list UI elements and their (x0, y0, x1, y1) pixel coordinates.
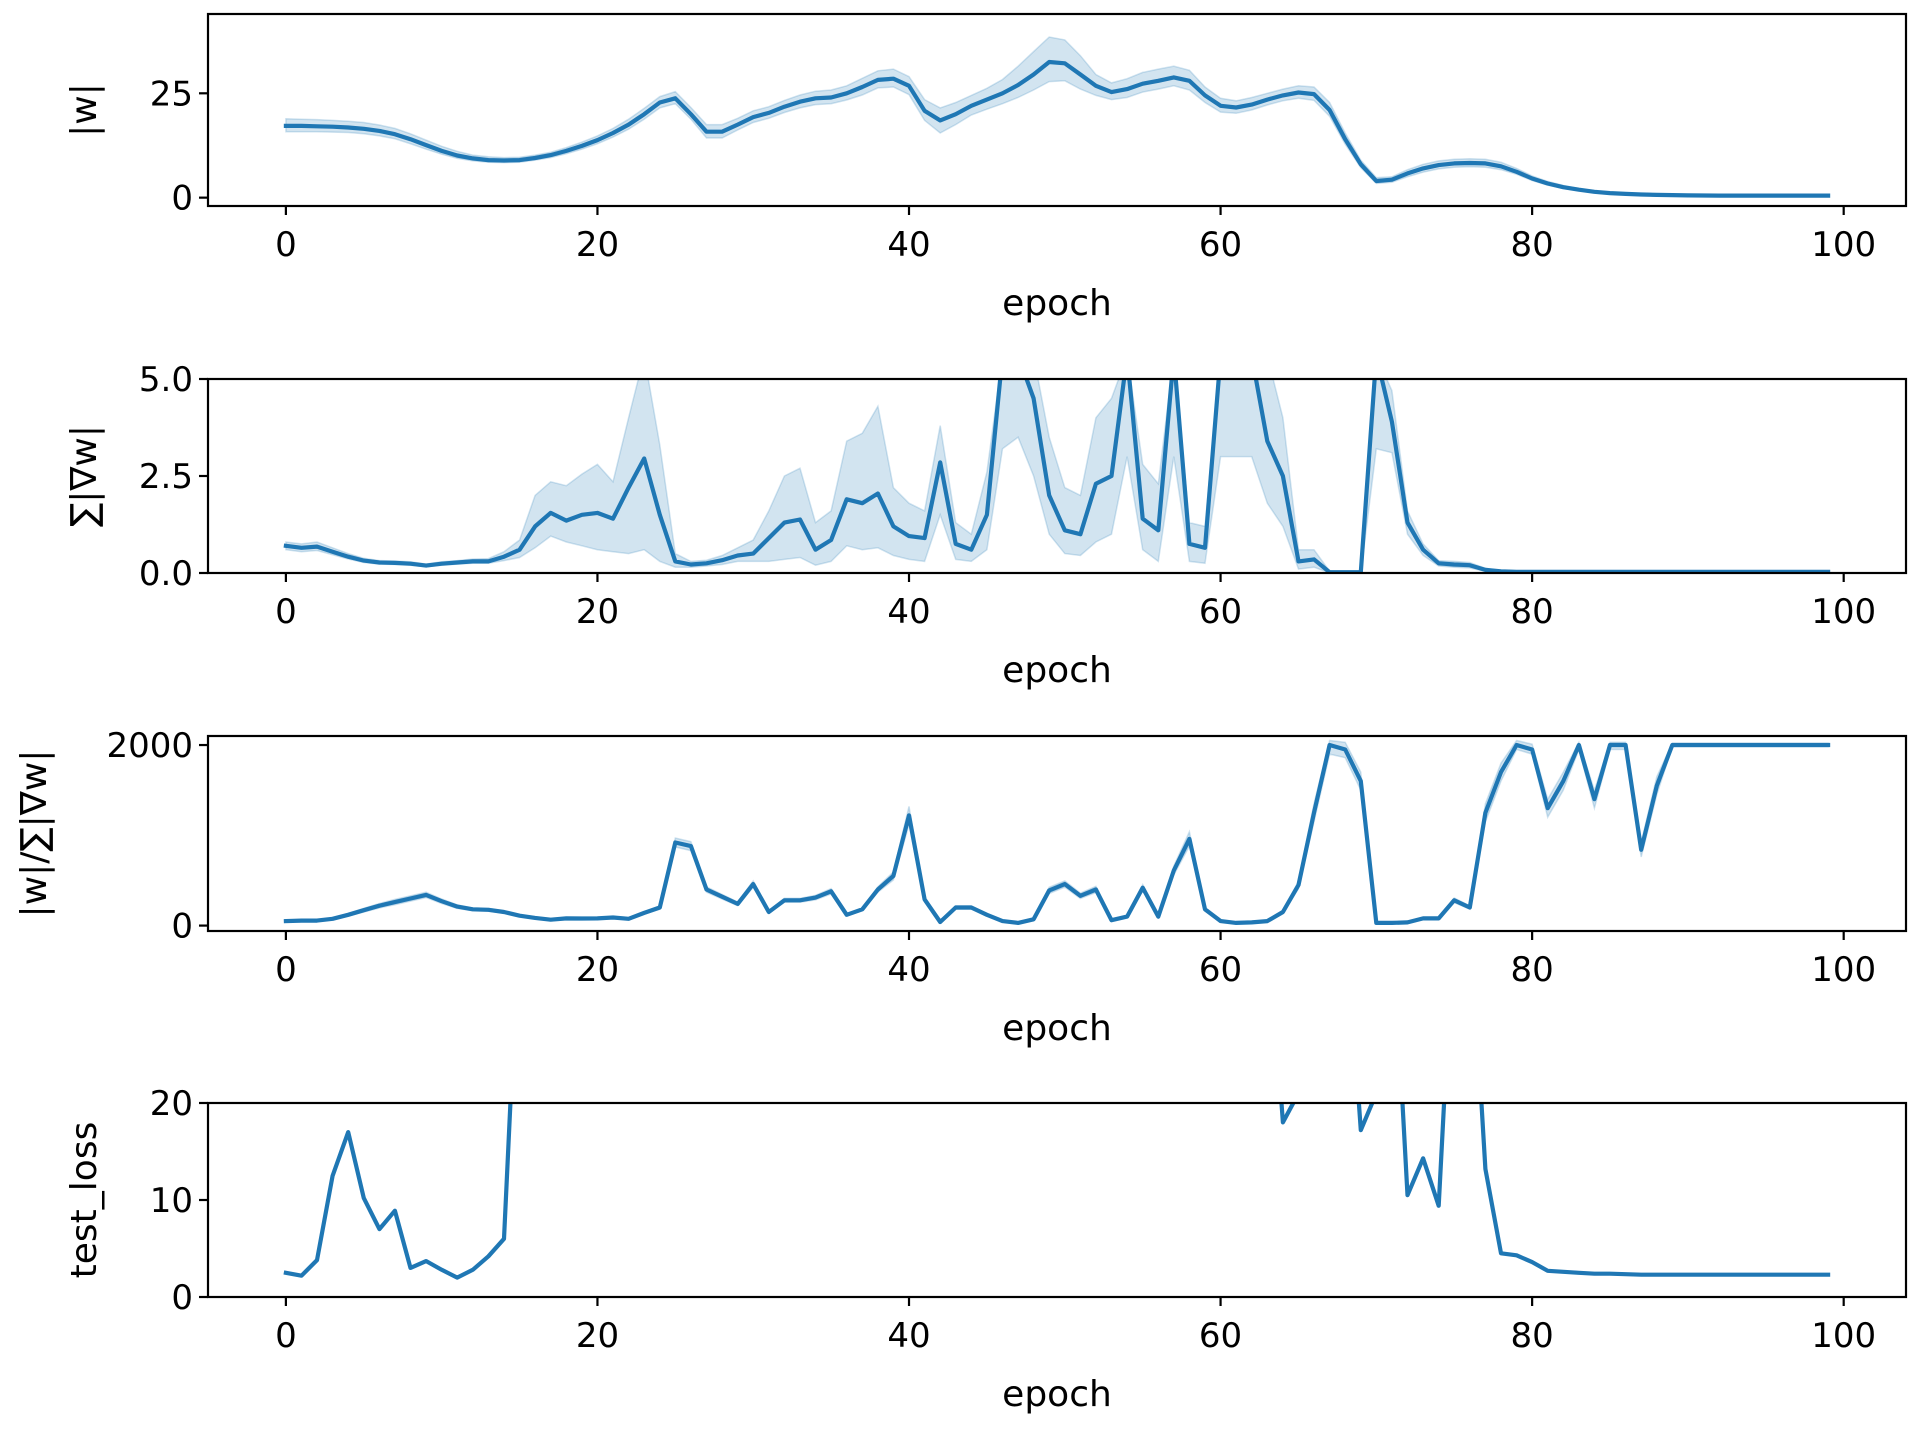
y-tick-label: 2.5 (139, 457, 193, 497)
y-tick-label: 25 (150, 74, 193, 114)
series-line (283, 1103, 1831, 1280)
x-tick-label: 40 (887, 592, 930, 632)
x-tick-label: 60 (1199, 225, 1242, 265)
subplot-1: 0 20 40 60 80 100 0 25 epoch |w| (64, 12, 1908, 324)
series-line (283, 742, 1831, 925)
x-tick-label: 60 (1199, 1316, 1242, 1356)
x-axis-label: epoch (1002, 1008, 1112, 1049)
y-tick-label: 0 (171, 1278, 193, 1318)
x-tick-label: 100 (1811, 950, 1876, 990)
axes-frame (206, 12, 1908, 208)
y-tick-label: 0 (171, 907, 193, 947)
confidence-band (285, 739, 1829, 924)
y-tick-label: 10 (150, 1181, 193, 1221)
x-tick-label: 0 (275, 950, 297, 990)
y-tick-label: 0.0 (139, 554, 193, 594)
plot-area (283, 36, 1831, 198)
y-axis-label: |w|/∑|∇w| (14, 750, 55, 918)
series-line (283, 59, 1831, 198)
y-tick-label: 5.0 (139, 360, 193, 400)
x-axis-label: epoch (1002, 283, 1112, 324)
subplot-2: 0 20 40 60 80 100 0.0 2.5 5.0 epoch ∑|∇w| (64, 360, 1908, 691)
x-tick-label: 20 (576, 1316, 619, 1356)
x-tick-label: 20 (576, 950, 619, 990)
x-tick-label: 100 (1811, 592, 1876, 632)
x-tick-label: 80 (1510, 592, 1553, 632)
x-tick-label: 100 (1811, 225, 1876, 265)
x-axis-label: epoch (1002, 650, 1112, 691)
plot-area (283, 1103, 1831, 1280)
x-tick-label: 20 (576, 225, 619, 265)
plot-area (283, 379, 1831, 573)
x-tick-label: 20 (576, 592, 619, 632)
subplot-3: 0 20 40 60 80 100 0 2000 epoch |w|/∑|∇w| (14, 726, 1908, 1049)
axes-frame (206, 734, 1908, 933)
y-tick-label: 0 (171, 179, 193, 219)
x-tick-label: 60 (1199, 592, 1242, 632)
x-tick-label: 0 (275, 1316, 297, 1356)
y-axis-label: ∑|∇w| (64, 425, 105, 527)
y-axis-label: |w| (64, 83, 105, 137)
y-axis-label: test_loss (64, 1122, 105, 1279)
y-tick-label: 20 (150, 1084, 193, 1124)
y-tick-label: 2000 (106, 726, 193, 766)
x-tick-label: 80 (1510, 950, 1553, 990)
x-tick-label: 80 (1510, 225, 1553, 265)
x-tick-label: 100 (1811, 1316, 1876, 1356)
confidence-band (285, 379, 1829, 573)
series-line (283, 379, 1831, 573)
x-axis-label: epoch (1002, 1374, 1112, 1415)
axes-frame (206, 1101, 1908, 1299)
subplot-4: 0 20 40 60 80 100 0 10 20 epoch test_loss (64, 1084, 1908, 1415)
x-tick-label: 60 (1199, 950, 1242, 990)
x-tick-label: 0 (275, 225, 297, 265)
x-tick-label: 40 (887, 1316, 930, 1356)
plot-area (283, 739, 1831, 925)
x-tick-label: 40 (887, 950, 930, 990)
x-tick-label: 80 (1510, 1316, 1553, 1356)
x-tick-label: 40 (887, 225, 930, 265)
x-tick-label: 0 (275, 592, 297, 632)
